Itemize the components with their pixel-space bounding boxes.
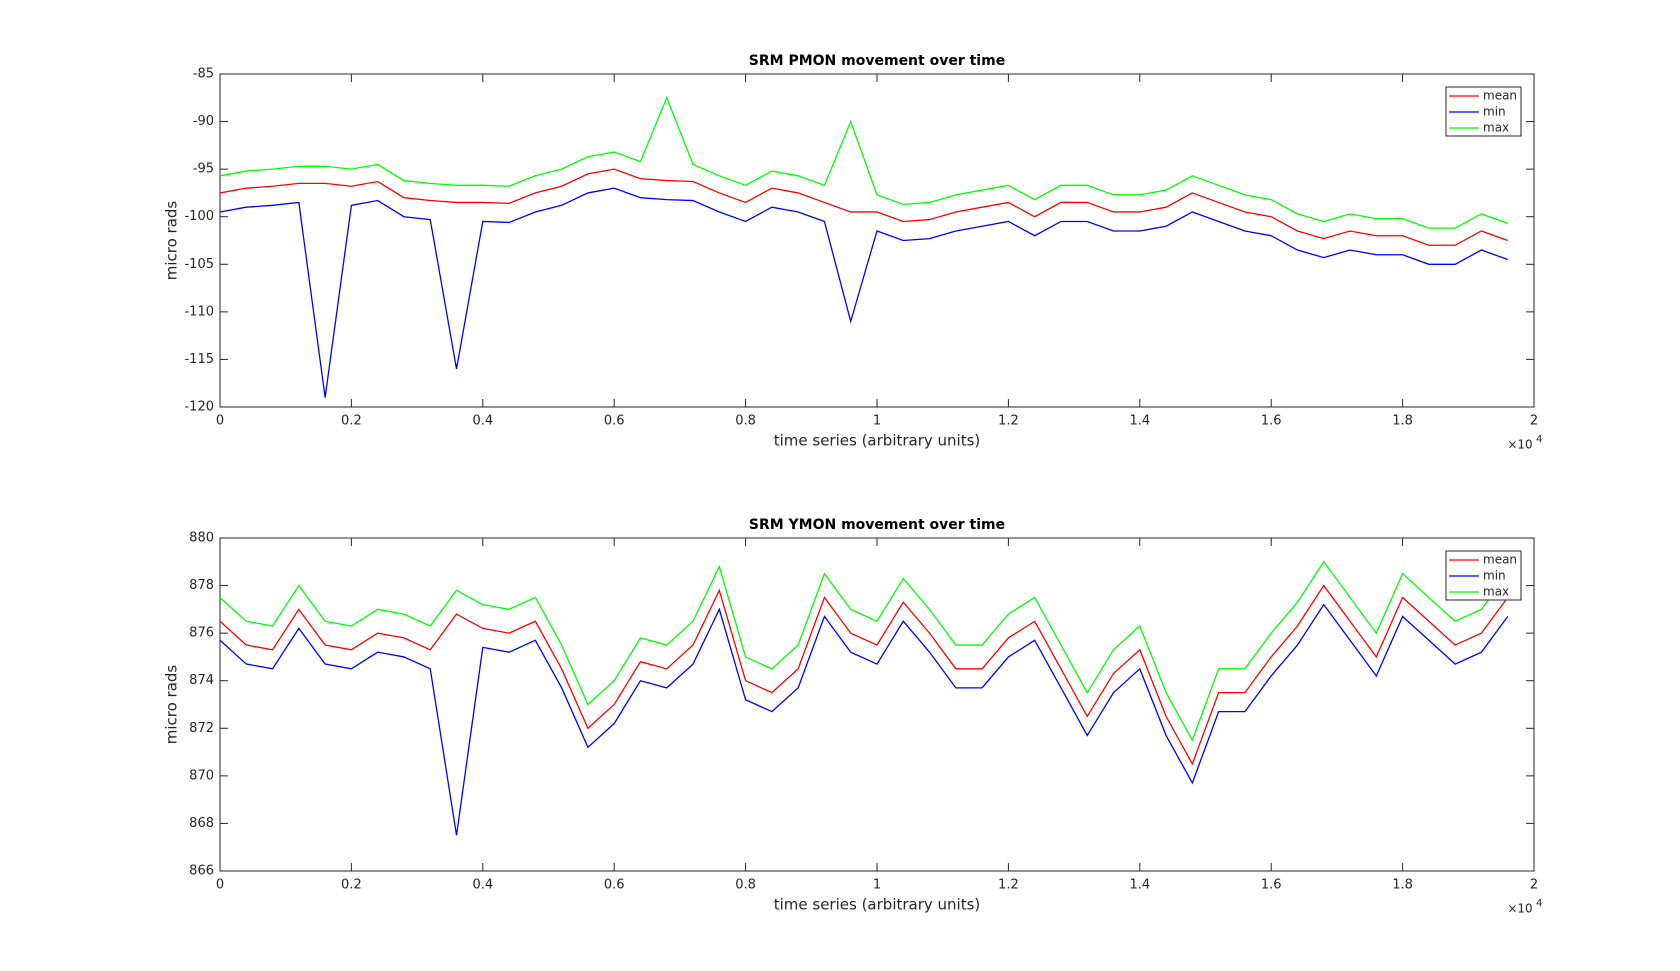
x-tick-label: 1.6: [1261, 878, 1282, 893]
legend-label: mean: [1483, 553, 1517, 567]
x-tick-label: 1: [873, 414, 881, 429]
x-tick-label: 0.2: [341, 878, 362, 893]
x-axis-label: time series (arbitrary units): [774, 432, 981, 450]
series-line: [219, 96, 1508, 229]
legend-label: min: [1483, 105, 1506, 119]
x-tick-label: 0: [216, 878, 224, 893]
x-tick-label: 1: [873, 878, 881, 893]
y-tick-label: 880: [189, 531, 214, 546]
x-tick-label: 0.4: [472, 878, 493, 893]
y-tick-label: 872: [189, 721, 214, 736]
y-tick-label: 868: [189, 816, 214, 831]
y-axis-label: micro rads: [163, 201, 181, 281]
y-tick-label: 878: [189, 578, 214, 593]
x-exponent: 4: [1536, 434, 1542, 445]
x-tick-label: 1.8: [1392, 414, 1413, 429]
subplot: 0 0.2 0.4 0.6 0.8 1 1.2 1.4 1.6 1.8 2 -120 -115 -110 -…: [163, 53, 1543, 452]
x-tick-label: 0: [216, 414, 224, 429]
legend-label: min: [1483, 569, 1506, 583]
series-line: [219, 584, 1509, 766]
chart-title: SRM YMON movement over time: [749, 517, 1005, 533]
x-tick-label: 1.4: [1129, 878, 1150, 893]
series-line: [219, 187, 1508, 398]
axes-box: [219, 73, 1535, 408]
x-tick-label: 1.2: [998, 878, 1019, 893]
x-tick-label: 0.8: [735, 414, 756, 429]
y-tick-label: -120: [184, 400, 214, 415]
y-tick-label: -115: [184, 352, 214, 367]
y-tick-label: -90: [193, 114, 214, 129]
y-tick-label: -95: [193, 162, 214, 177]
legend-label: max: [1483, 585, 1509, 599]
subplot: 0 0.2 0.4 0.6 0.8 1 1.2 1.4 1.6 1.8 2 866 868 870 872 8…: [163, 517, 1543, 916]
x-tick-label: 1.2: [998, 414, 1019, 429]
x-exponent: 4: [1536, 898, 1542, 909]
chart-title: SRM PMON movement over time: [749, 53, 1005, 69]
x-tick-label: 0.4: [472, 414, 493, 429]
x-tick-label: 0.8: [735, 878, 756, 893]
x-tick-label: 1.6: [1261, 414, 1282, 429]
x-tick-label: 0.6: [604, 414, 625, 429]
legend-label: max: [1483, 121, 1509, 135]
y-tick-label: 876: [189, 626, 214, 641]
y-tick-label: 870: [189, 768, 214, 783]
x-multiplier: ×10: [1507, 438, 1532, 452]
series-line: [219, 603, 1509, 836]
y-tick-label: 866: [189, 864, 214, 879]
axes-box: [219, 537, 1535, 872]
x-axis-label: time series (arbitrary units): [774, 896, 981, 914]
legend-label: mean: [1483, 89, 1517, 103]
x-tick-label: 2: [1530, 414, 1538, 429]
series-line: [219, 168, 1508, 246]
x-tick-label: 2: [1530, 878, 1538, 893]
x-multiplier: ×10: [1507, 902, 1532, 916]
y-axis-label: micro rads: [163, 665, 181, 745]
y-tick-label: -110: [184, 304, 214, 319]
x-tick-label: 0.2: [341, 414, 362, 429]
x-tick-label: 1.4: [1129, 414, 1150, 429]
y-tick-label: 874: [189, 673, 214, 688]
x-tick-label: 0.6: [604, 878, 625, 893]
y-tick-label: -85: [193, 67, 214, 82]
y-tick-label: -105: [184, 257, 214, 272]
y-tick-label: -100: [184, 209, 214, 224]
x-tick-label: 1.8: [1392, 878, 1413, 893]
series-line: [219, 560, 1509, 742]
